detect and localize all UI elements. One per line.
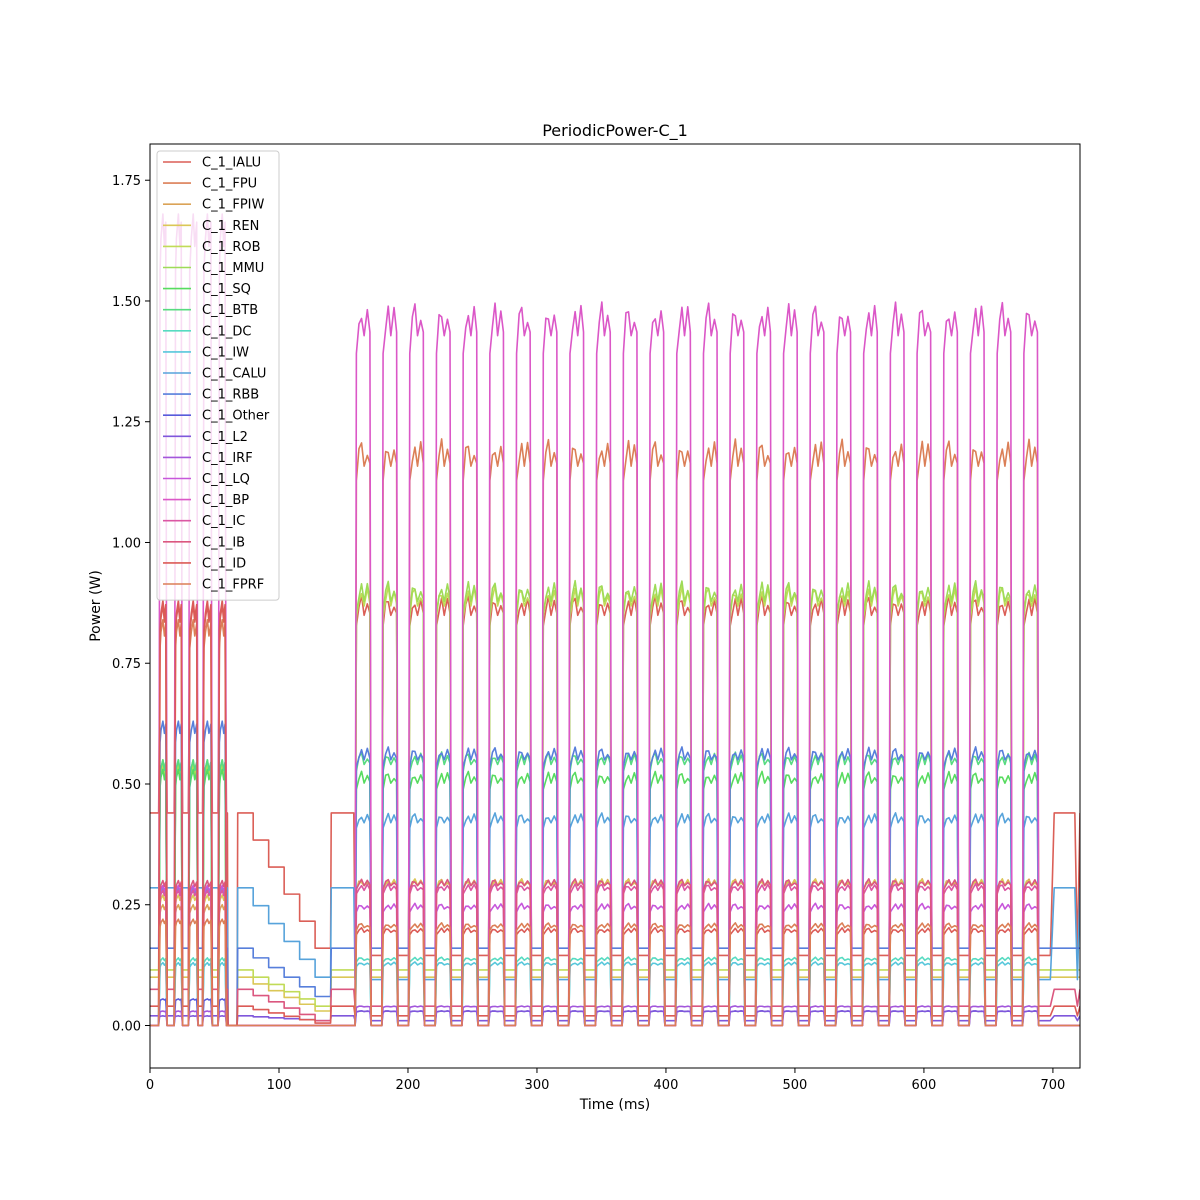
x-tick-label: 0: [146, 1078, 154, 1093]
chart-title: PeriodicPower-C_1: [542, 121, 688, 141]
y-tick-label: 1.75: [112, 174, 141, 189]
series-layer: [150, 213, 1080, 1027]
y-axis-label: Power (W): [88, 570, 104, 642]
legend: C_1_IALU C_1_FPU C_1_FPIW C_1_REN C_1_ROB C_1…: [156, 150, 280, 601]
legend-entry: C_1_IRF: [202, 451, 253, 466]
y-tick-label: 0.00: [112, 1019, 141, 1034]
series-line-c-1-fprf: [150, 918, 1080, 1027]
legend-entry: C_1_REN: [202, 219, 259, 234]
legend-box: [156, 150, 280, 601]
y-tick-label: 0.50: [112, 778, 141, 793]
x-axis: 0 100 200 300 400 500 600 700: [146, 1068, 1065, 1093]
legend-entry: C_1_RBB: [202, 388, 259, 403]
x-tick-label: 700: [1040, 1078, 1065, 1093]
legend-entry: C_1_IALU: [202, 156, 261, 171]
y-tick-label: 0.25: [112, 899, 141, 914]
legend-entry: C_1_SQ: [202, 282, 251, 297]
x-axis-label: Time (ms): [579, 1097, 651, 1113]
legend-entry: C_1_FPRF: [202, 578, 264, 593]
legend-entry: C_1_Other: [202, 409, 270, 424]
x-tick-label: 500: [783, 1078, 808, 1093]
x-tick-label: 600: [912, 1078, 937, 1093]
legend-entry: C_1_L2: [202, 430, 248, 445]
x-tick-label: 200: [396, 1078, 421, 1093]
legend-entry: C_1_BTB: [202, 303, 258, 318]
legend-entry: C_1_IW: [202, 345, 249, 360]
x-tick-label: 300: [525, 1078, 550, 1093]
legend-entry: C_1_FPU: [202, 177, 257, 192]
y-tick-label: 1.00: [112, 536, 141, 551]
legend-entry: C_1_ROB: [202, 240, 261, 255]
y-tick-label: 1.25: [112, 416, 141, 431]
legend-entry: C_1_BP: [202, 493, 249, 508]
legend-entry: C_1_CALU: [202, 367, 266, 382]
legend-entry: C_1_LQ: [202, 472, 250, 487]
legend-entry: C_1_IB: [202, 535, 245, 550]
plot-frame: [149, 143, 1081, 1069]
y-tick-label: 0.75: [112, 657, 141, 672]
legend-entry: C_1_ID: [202, 556, 246, 571]
legend-entry: C_1_FPIW: [202, 198, 264, 213]
x-tick-label: 100: [267, 1078, 292, 1093]
legend-entry: C_1_DC: [202, 324, 251, 339]
y-tick-label: 1.50: [112, 295, 141, 310]
legend-entry: C_1_IC: [202, 514, 245, 529]
x-tick-label: 400: [654, 1078, 679, 1093]
y-axis: 0.00 0.25 0.50 0.75 1.00 1.25 1.50 1.75: [112, 174, 150, 1034]
legend-entry: C_1_MMU: [202, 261, 264, 276]
